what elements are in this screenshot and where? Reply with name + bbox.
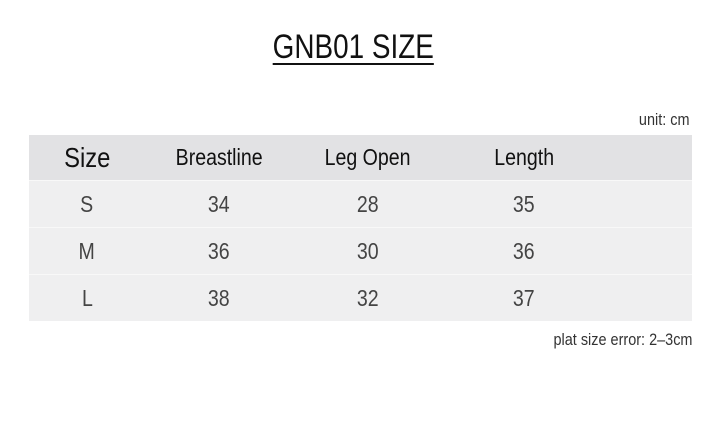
header-size: Size (63, 141, 111, 173)
table-cell: S (80, 190, 94, 217)
header-length: Length (494, 144, 554, 170)
table-row: L 38 32 37 (29, 274, 692, 321)
table-cell: 36 (208, 237, 230, 264)
size-table: Size Breastline Leg Open Length S 34 28 … (29, 135, 692, 321)
unit-label: unit: cm (639, 110, 690, 129)
table-row: S 34 28 35 (29, 180, 692, 227)
table-cell: 32 (357, 284, 379, 311)
page-title: GNB01 SIZE (272, 28, 434, 66)
header-leg-open: Leg Open (325, 144, 411, 170)
table-cell: 34 (208, 190, 230, 217)
table-cell: 28 (357, 190, 379, 217)
table-cell: 30 (357, 237, 379, 264)
table-cell: L (81, 284, 93, 311)
table-cell: 38 (208, 284, 230, 311)
table-cell: M (78, 237, 96, 264)
table-cell: 35 (513, 190, 535, 217)
table-header: Size Breastline Leg Open Length (29, 135, 692, 180)
table-cell: 36 (513, 237, 535, 264)
table-cell: 37 (513, 284, 535, 311)
table-row: M 36 30 36 (29, 227, 692, 274)
size-error-note: plat size error: 2–3cm (553, 330, 692, 349)
header-breastline: Breastline (175, 144, 263, 170)
